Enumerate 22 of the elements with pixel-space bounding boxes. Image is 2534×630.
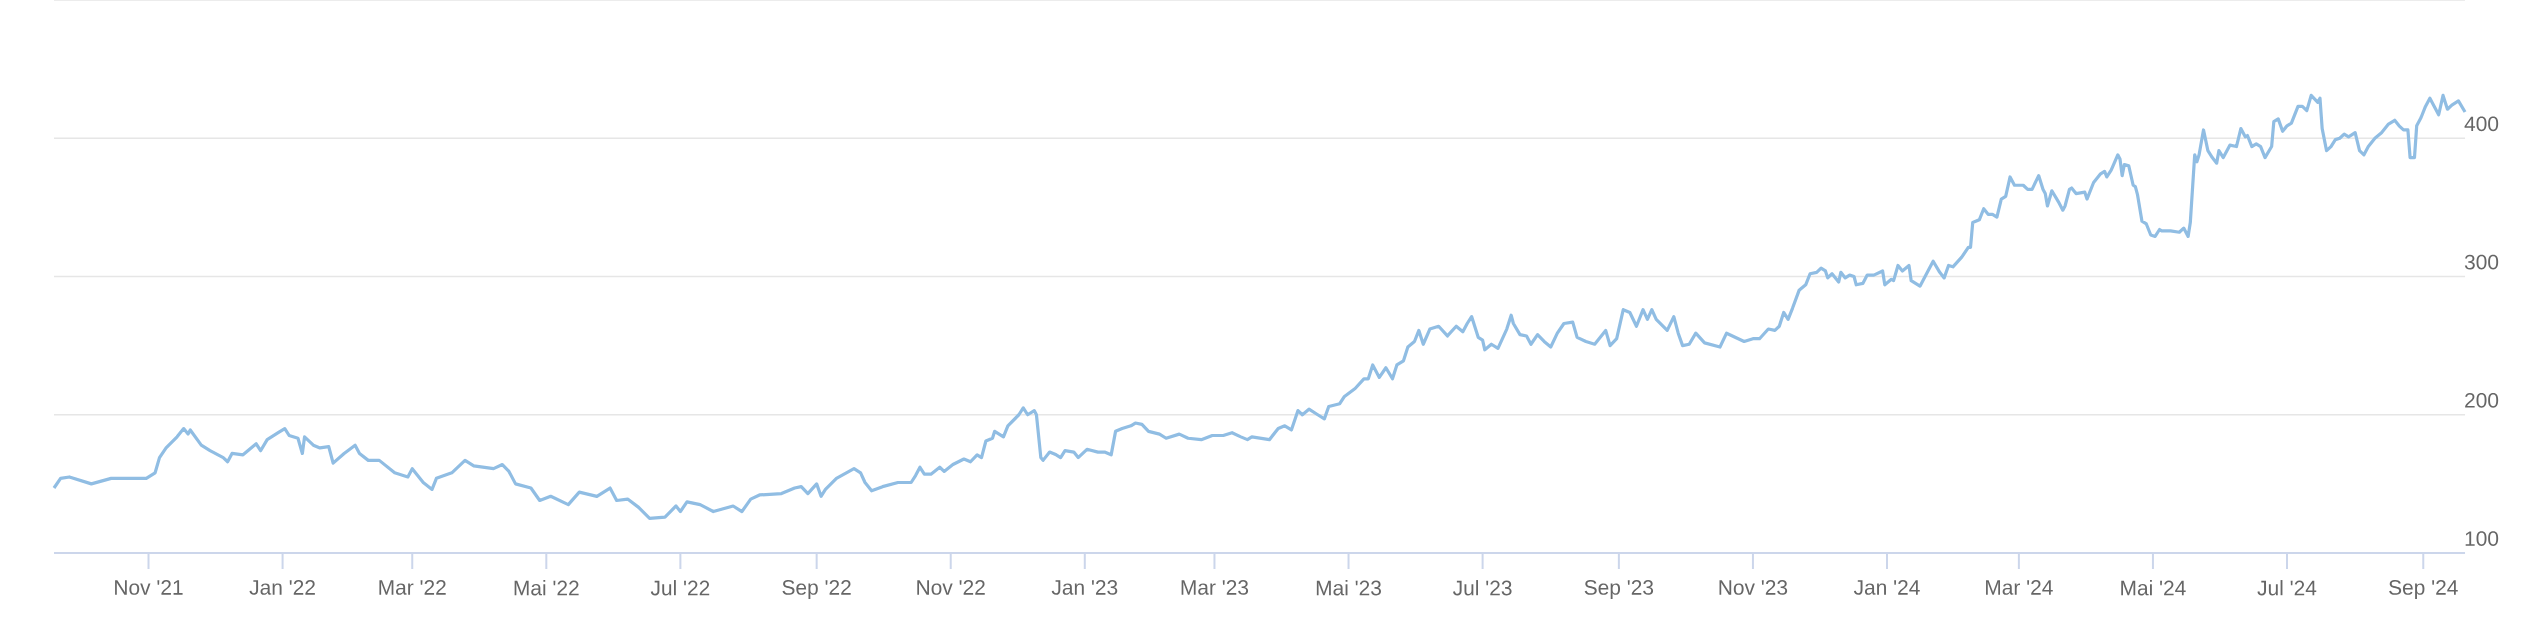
y-tick-label: 200 [2465,392,2499,408]
x-tick-label: Jul '24 [2257,580,2317,596]
y-tick-label: 100 [2465,531,2499,546]
x-tick-label: Jan '24 [1853,580,1920,595]
x-tick-label: Sep '22 [782,580,851,599]
x-tick-label: Mar '24 [1986,580,2053,595]
x-tick-label: Mai '22 [514,580,579,596]
x-tick-label: Mai '24 [2121,580,2186,596]
y-tick-label: 300 [2464,254,2499,270]
x-tick-label: Mai '23 [1316,580,1381,596]
x-tick-label: Jul '22 [650,580,710,596]
x-tick-label: Mar '22 [379,580,446,595]
x-tick-label: Sep '24 [2389,580,2458,599]
x-tick-label: Nov '23 [1719,580,1788,595]
x-tick-label: Jan '22 [249,580,315,595]
x-tick-label: Nov '22 [917,580,985,595]
x-tick-label: Nov '21 [115,580,183,595]
y-tick-label: 400 [2464,116,2499,132]
x-tick-label: Jul '23 [1453,580,1512,596]
x-tick-label: Mar '23 [1181,580,1249,595]
x-tick-label: Sep '23 [1584,580,1654,599]
x-tick-label: Jan '23 [1051,580,1118,595]
